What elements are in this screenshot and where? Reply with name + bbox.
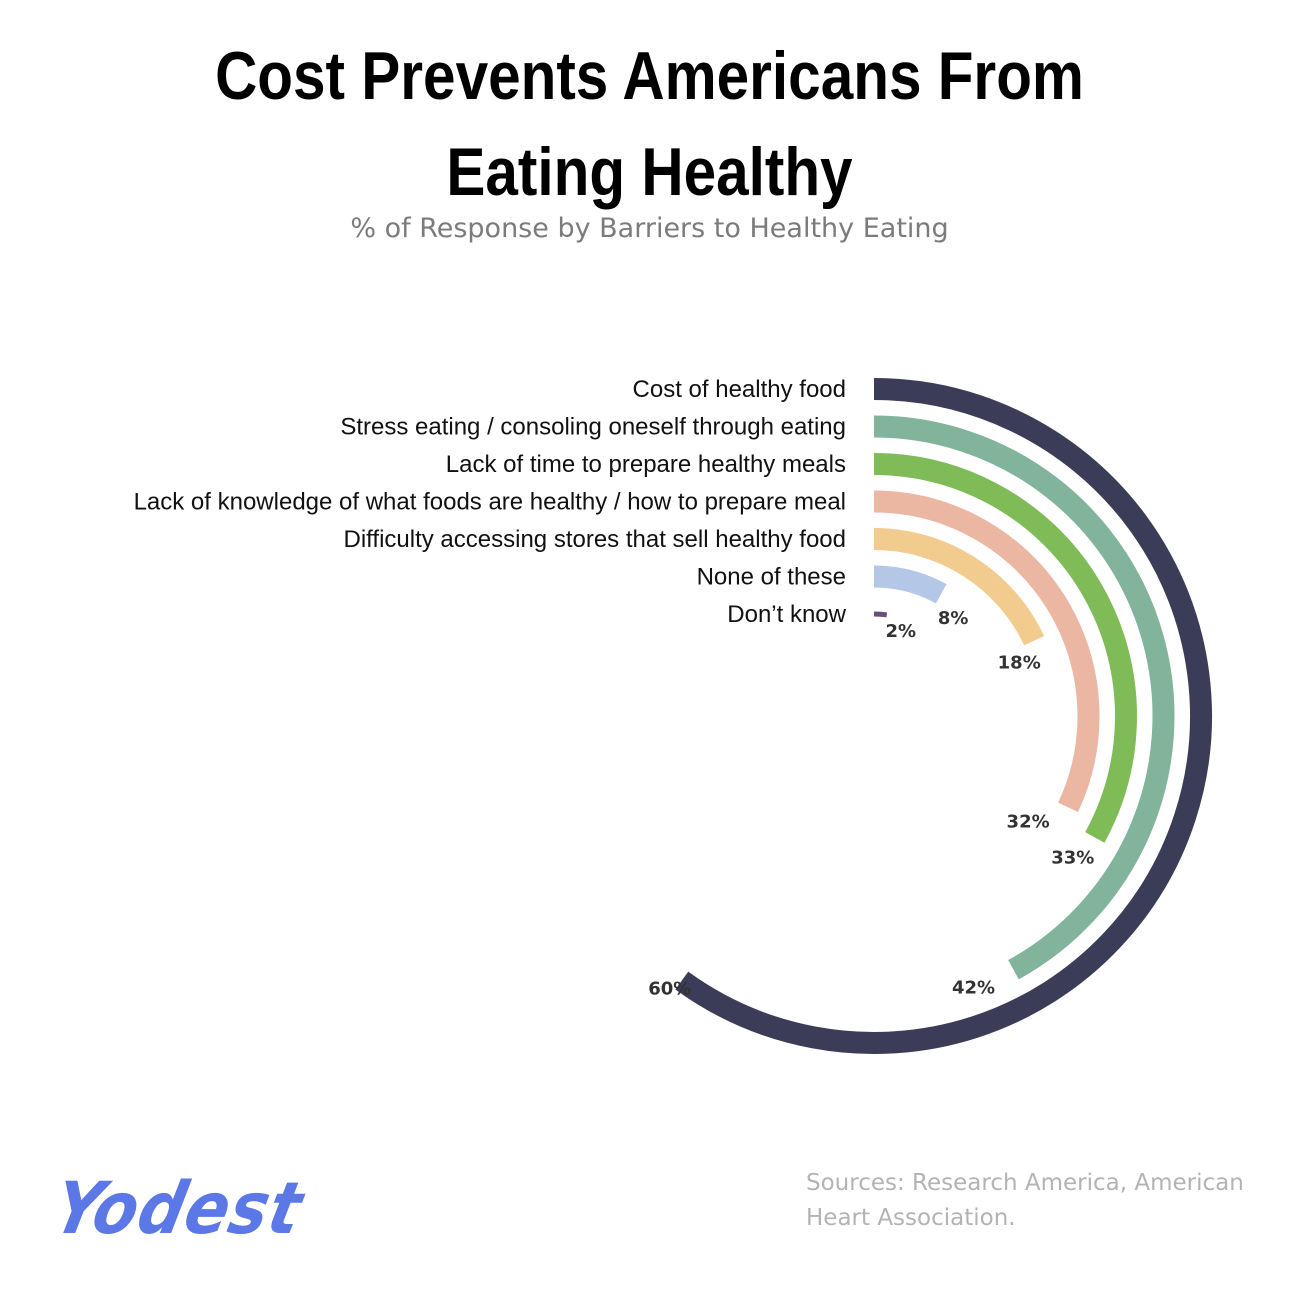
bar-stress-eating (873, 415, 1175, 980)
category-label-cost: Cost of healthy food (633, 376, 846, 403)
value-label-cost: 60% (648, 979, 691, 1000)
category-label-none: None of these (697, 564, 846, 591)
value-label-stress-eating: 42% (952, 978, 995, 999)
value-label-lack-of-knowledge: 32% (1007, 811, 1050, 832)
bar-cost (675, 378, 1212, 1054)
category-label-lack-of-time: Lack of time to prepare healthy meals (446, 451, 846, 478)
value-label-dont-know: 2% (886, 621, 917, 642)
bar-lack-of-time (873, 453, 1137, 843)
category-label-store-access: Difficulty accessing stores that sell he… (344, 526, 846, 553)
bar-lack-of-knowledge (873, 490, 1100, 813)
chart-title: Cost Prevents Americans From Eating Heal… (215, 38, 1084, 210)
yodest-logo: Yodest (46, 1168, 310, 1251)
value-label-none: 8% (938, 608, 969, 629)
category-label-dont-know: Don’t know (727, 601, 846, 628)
bar-dont-know (873, 611, 888, 618)
value-label-store-access: 18% (998, 653, 1041, 674)
category-label-stress-eating: Stress eating / consoling oneself throug… (340, 414, 846, 441)
bar-none (873, 565, 947, 604)
category-label-lack-of-knowledge: Lack of knowledge of what foods are heal… (134, 489, 846, 516)
source-note: Sources: Research America, American Hear… (806, 1170, 1244, 1231)
value-label-lack-of-time: 33% (1051, 847, 1094, 868)
bar-store-access (873, 528, 1045, 646)
chart-subtitle: % of Response by Barriers to Healthy Eat… (350, 213, 949, 244)
